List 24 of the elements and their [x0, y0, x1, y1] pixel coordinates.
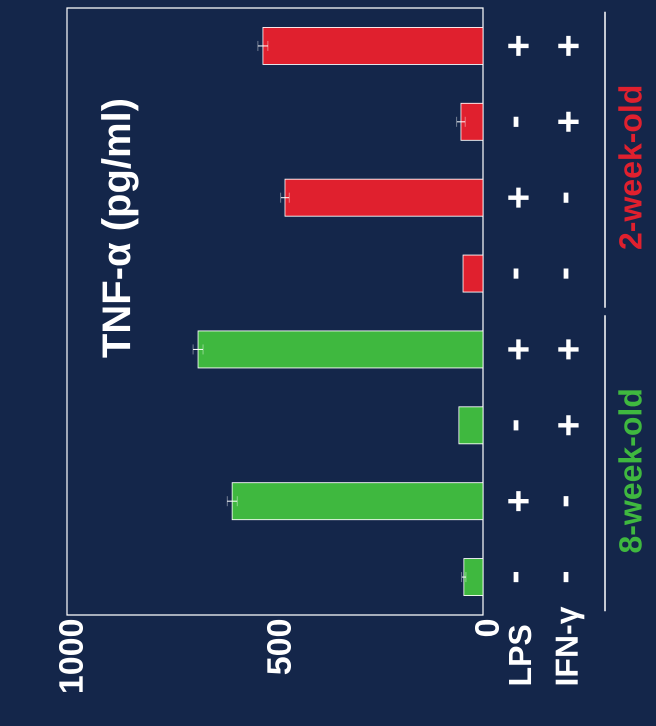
text: -	[564, 496, 568, 506]
text: 8-week-old	[618, 390, 642, 553]
y-tick-label: -	[514, 116, 518, 127]
text: +	[558, 112, 579, 132]
text: 2-week-old	[618, 86, 642, 249]
y-tick-label: +	[508, 188, 529, 208]
y-tick-label: +	[508, 36, 529, 56]
y-tick-label: -	[514, 572, 518, 582]
y-tick-label: +	[508, 491, 529, 512]
text: -	[564, 192, 568, 203]
text: +	[558, 36, 579, 56]
text: IFN-γ	[556, 606, 584, 684]
y-tick-label: +	[508, 339, 529, 360]
y-tick-label: -	[514, 420, 518, 430]
x-tick-label: 500	[266, 620, 292, 674]
text: +	[558, 339, 579, 360]
text: -	[564, 572, 568, 582]
x-tick-label: 0	[474, 620, 500, 636]
y-tick-label: -	[514, 268, 518, 279]
x-tick-label: 1000	[58, 620, 84, 692]
text: LPS	[508, 625, 532, 684]
text: +	[558, 415, 579, 436]
text: -	[564, 268, 568, 279]
text: TNF-α (pg/ml)	[101, 100, 139, 358]
